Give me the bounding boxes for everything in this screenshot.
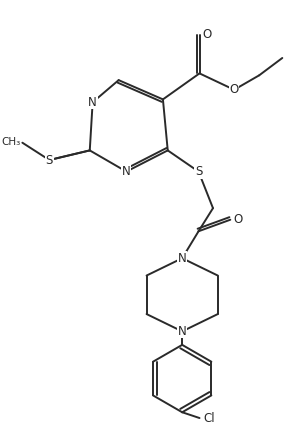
Text: O: O: [203, 28, 212, 41]
Text: S: S: [46, 154, 53, 167]
Text: Cl: Cl: [203, 411, 215, 424]
Text: N: N: [178, 325, 186, 338]
Text: N: N: [88, 96, 97, 109]
Text: N: N: [178, 252, 186, 265]
Text: O: O: [233, 213, 243, 226]
Text: N: N: [122, 165, 131, 178]
Text: S: S: [195, 165, 202, 178]
Text: CH₃: CH₃: [1, 137, 21, 147]
Text: O: O: [230, 83, 239, 96]
